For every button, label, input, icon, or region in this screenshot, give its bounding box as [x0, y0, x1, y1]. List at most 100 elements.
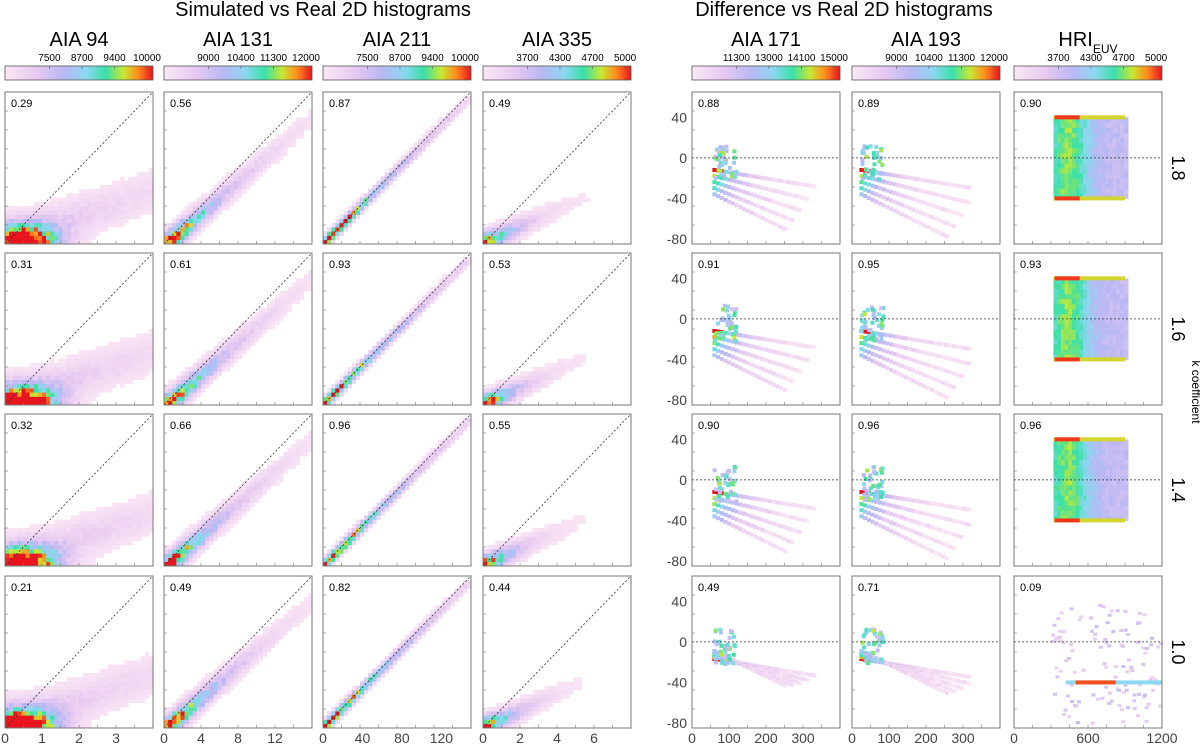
- histogram-bin: [180, 694, 185, 699]
- histogram-bin: [128, 660, 133, 665]
- histogram-bin: [287, 452, 292, 457]
- histogram-panel: [851, 252, 1001, 406]
- histogram-bin: [74, 706, 80, 712]
- histogram-bin: [37, 553, 43, 558]
- histogram-bin: [132, 660, 137, 665]
- histogram-bin: [745, 495, 750, 500]
- histogram-bin: [723, 351, 728, 356]
- histogram-bin: [79, 222, 84, 228]
- histogram-bin: [176, 375, 181, 380]
- histogram-bin: [128, 176, 133, 181]
- histogram-bin: [731, 652, 736, 657]
- histogram-bin: [254, 643, 259, 649]
- histogram-bin: [95, 519, 100, 525]
- histogram-bin: [557, 358, 562, 364]
- y-tick-label: -40: [667, 674, 687, 690]
- histogram-bin: [343, 536, 348, 541]
- histogram-bin: [933, 180, 938, 185]
- histogram-bin: [111, 540, 117, 546]
- histogram-bin: [91, 549, 96, 554]
- histogram-bin: [103, 515, 109, 520]
- histogram-bin: [229, 515, 235, 520]
- histogram-bin: [753, 184, 758, 189]
- histogram-bin: [136, 664, 141, 670]
- histogram-bin: [128, 681, 133, 687]
- histogram-bin: [66, 362, 72, 368]
- histogram-bin: [786, 377, 791, 382]
- histogram-bin: [881, 171, 886, 176]
- histogram-panel: [482, 91, 632, 245]
- histogram-bin: [83, 528, 88, 533]
- histogram-bin: [458, 108, 464, 114]
- histogram-bin: [351, 685, 357, 691]
- histogram-bin: [221, 685, 226, 691]
- histogram-bin: [180, 540, 185, 546]
- histogram-bin: [565, 528, 570, 533]
- histogram-bin: [487, 239, 492, 245]
- histogram-bin: [392, 329, 398, 334]
- histogram-bin: [347, 536, 353, 541]
- histogram-bin: [172, 218, 177, 224]
- histogram-bin: [128, 698, 133, 703]
- histogram-bin: [872, 162, 877, 167]
- histogram-bin: [368, 685, 373, 691]
- histogram-bin: [62, 706, 67, 712]
- histogram-bin: [58, 544, 63, 550]
- histogram-bin: [376, 673, 381, 678]
- histogram-bin: [42, 694, 47, 699]
- histogram-bin: [209, 536, 214, 541]
- histogram-bin: [368, 358, 373, 364]
- histogram-bin: [136, 660, 141, 665]
- histogram-bin: [515, 698, 521, 703]
- histogram-bin: [176, 239, 181, 245]
- histogram-bin: [21, 690, 26, 695]
- histogram-bin: [926, 202, 931, 207]
- histogram-bin: [21, 388, 26, 393]
- histogram-bin: [778, 671, 784, 676]
- histogram-bin: [520, 544, 525, 550]
- histogram-bin: [417, 138, 422, 143]
- histogram-bin: [120, 506, 125, 512]
- histogram-bin: [164, 557, 169, 563]
- histogram-bin: [266, 647, 272, 653]
- histogram-bin: [103, 698, 109, 703]
- histogram-bin: [495, 540, 500, 546]
- x-tick-label: 0: [319, 730, 327, 745]
- histogram-bin: [279, 151, 284, 156]
- histogram-bin: [33, 528, 39, 533]
- histogram-bin: [140, 506, 146, 512]
- histogram-bin: [446, 121, 451, 127]
- histogram-bin: [246, 498, 251, 503]
- histogram-bin: [331, 549, 336, 554]
- histogram-bin: [295, 614, 300, 619]
- histogram-bin: [712, 329, 717, 333]
- histogram-bin: [29, 239, 35, 245]
- histogram-bin: [221, 523, 226, 529]
- histogram-bin: [279, 626, 284, 632]
- histogram-bin: [116, 210, 121, 215]
- histogram-bin: [176, 222, 181, 228]
- histogram-bin: [213, 668, 218, 674]
- histogram-bin: [120, 218, 125, 224]
- histogram-bin: [775, 545, 780, 550]
- histogram-bin: [734, 499, 739, 504]
- histogram-bin: [128, 536, 133, 541]
- histogram-bin: [188, 239, 194, 245]
- histogram-bin: [246, 502, 251, 508]
- histogram-bin: [511, 557, 517, 563]
- histogram-bin: [37, 239, 43, 245]
- histogram-bin: [760, 528, 765, 532]
- histogram-bin: [111, 371, 117, 376]
- histogram-bin: [738, 349, 743, 354]
- histogram-bin: [291, 134, 296, 139]
- histogram-bin: [720, 473, 725, 478]
- histogram-bin: [552, 698, 558, 703]
- histogram-bin: [417, 626, 422, 632]
- histogram-bin: [62, 690, 67, 695]
- histogram-bin: [922, 223, 927, 228]
- histogram-bin: [54, 222, 59, 228]
- histogram-bin: [771, 382, 776, 387]
- histogram-bin: [524, 536, 529, 541]
- histogram-bin: [225, 193, 231, 198]
- histogram-bin: [95, 383, 100, 389]
